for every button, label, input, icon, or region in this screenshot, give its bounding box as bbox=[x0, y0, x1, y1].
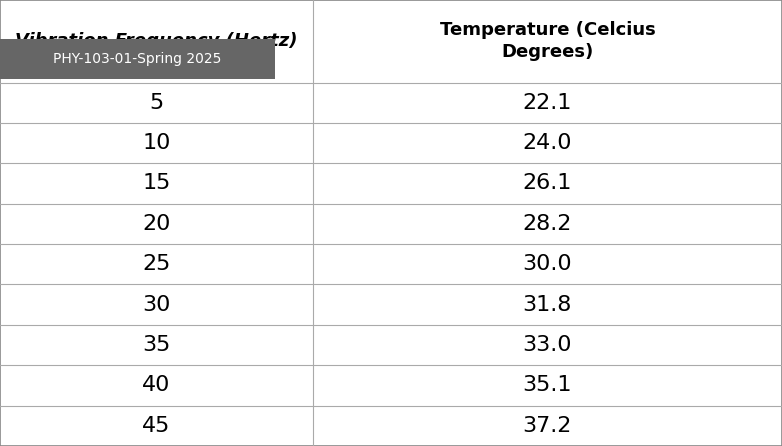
Text: 25: 25 bbox=[142, 254, 170, 274]
Text: 37.2: 37.2 bbox=[522, 416, 572, 436]
Text: 15: 15 bbox=[142, 173, 170, 194]
Text: 31.8: 31.8 bbox=[522, 295, 572, 314]
Text: 10: 10 bbox=[142, 133, 170, 153]
Text: 5: 5 bbox=[149, 93, 163, 113]
Text: 30: 30 bbox=[142, 295, 170, 314]
Text: 40: 40 bbox=[142, 376, 170, 396]
Text: 22.1: 22.1 bbox=[522, 93, 572, 113]
Bar bbox=[0, 40, 275, 79]
Text: 35: 35 bbox=[142, 335, 170, 355]
Text: Vibration Frequency (Hertz): Vibration Frequency (Hertz) bbox=[15, 32, 298, 50]
Text: 20: 20 bbox=[142, 214, 170, 234]
Text: 28.2: 28.2 bbox=[522, 214, 572, 234]
Text: Temperature (Celcius
Degrees): Temperature (Celcius Degrees) bbox=[439, 21, 655, 62]
Text: 30.0: 30.0 bbox=[522, 254, 572, 274]
Text: PHY-103-01-Spring 2025: PHY-103-01-Spring 2025 bbox=[53, 52, 222, 66]
Text: 35.1: 35.1 bbox=[522, 376, 572, 396]
Text: 33.0: 33.0 bbox=[522, 335, 572, 355]
Text: 45: 45 bbox=[142, 416, 170, 436]
Text: 24.0: 24.0 bbox=[522, 133, 572, 153]
Text: 26.1: 26.1 bbox=[522, 173, 572, 194]
